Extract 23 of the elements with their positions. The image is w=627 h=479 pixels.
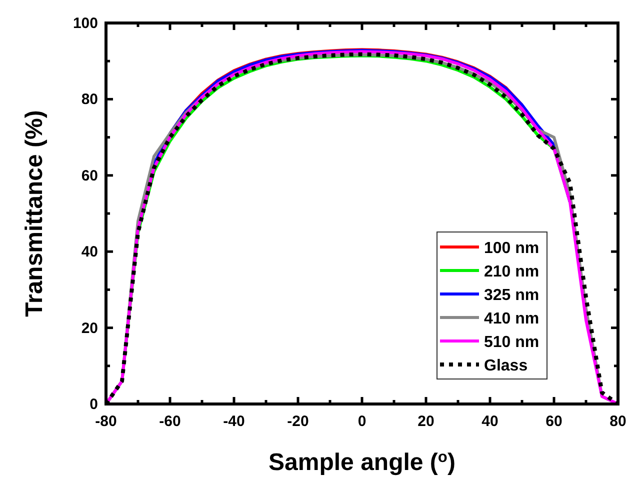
- y-tick-label: 0: [90, 396, 98, 413]
- x-tick-label: 40: [482, 413, 498, 430]
- legend-label: 325 nm: [484, 287, 540, 304]
- legend-label: 410 nm: [484, 310, 540, 328]
- legend-label: 510 nm: [484, 334, 540, 351]
- x-axis-title: Sample angle ($^{o}$): [268, 448, 456, 476]
- x-tick-label: 80: [610, 413, 626, 430]
- x-tick-label: -20: [287, 413, 309, 430]
- x-tick-label: 0: [358, 413, 366, 430]
- y-axis-title: Transmittance (%): [21, 110, 48, 317]
- y-tick-label: 20: [81, 320, 98, 337]
- x-tick-label: -60: [159, 413, 181, 430]
- x-tick-label: 20: [418, 413, 434, 430]
- x-tick-label: -80: [95, 413, 117, 430]
- y-tick-label: 100: [72, 15, 98, 32]
- y-tick-label: 40: [81, 244, 98, 261]
- y-tick-label: 80: [81, 91, 98, 108]
- legend-label: 210 nm: [484, 264, 540, 280]
- legend-label: Glass: [484, 358, 528, 374]
- x-tick-label: -40: [223, 413, 245, 430]
- legend-label: 100 nm: [484, 240, 540, 257]
- y-tick-label: 60: [81, 167, 98, 184]
- x-tick-label: 60: [546, 413, 562, 430]
